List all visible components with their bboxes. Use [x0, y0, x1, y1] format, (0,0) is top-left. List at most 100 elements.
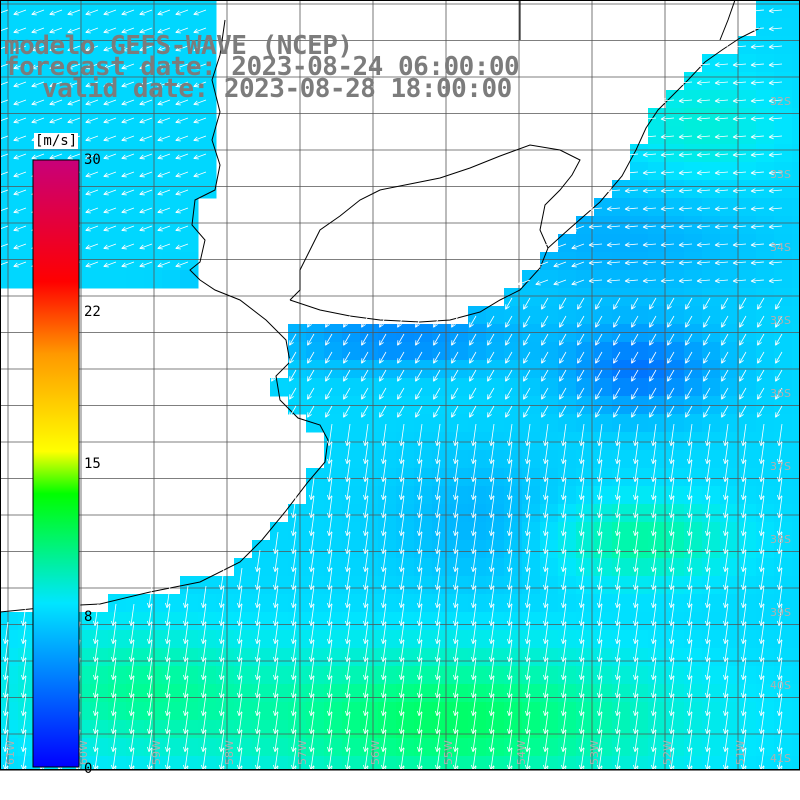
- wind-arrow: [0, 225, 9, 232]
- wind-cell: [162, 756, 181, 770]
- wind-cell: [756, 576, 775, 595]
- wind-arrow: [379, 405, 387, 418]
- wind-cell: [702, 558, 721, 577]
- wind-cell: [612, 342, 631, 361]
- wind-cell: [414, 324, 433, 343]
- wind-arrow: [597, 729, 603, 753]
- wind-cell: [306, 342, 325, 361]
- wind-arrow: [21, 675, 27, 699]
- wind-cell: [18, 108, 37, 127]
- wind-cell: [432, 576, 451, 595]
- wind-cell: [720, 702, 739, 721]
- wind-cell: [216, 666, 235, 685]
- wind-arrow: [201, 657, 207, 681]
- wind-arrow: [561, 513, 567, 537]
- wind-arrow: [705, 711, 711, 735]
- wind-cell: [774, 216, 793, 235]
- wind-cell: [0, 126, 19, 145]
- wind-cell: [540, 738, 559, 757]
- wind-cell: [504, 576, 523, 595]
- wind-cell: [270, 558, 289, 577]
- wind-cell: [666, 612, 685, 631]
- wind-arrow: [525, 513, 531, 537]
- wind-arrow: [703, 315, 711, 328]
- wind-arrow: [433, 369, 441, 382]
- wind-cell: [162, 162, 181, 181]
- wind-arrow: [667, 297, 675, 310]
- wind-cell: [720, 414, 739, 433]
- wind-cell: [792, 414, 800, 433]
- wind-cell: [792, 666, 800, 685]
- wind-cell: [774, 54, 793, 73]
- wind-arrow: [714, 98, 729, 104]
- wind-arrow: [193, 153, 207, 160]
- wind-cell: [738, 180, 757, 199]
- wind-cell: [594, 504, 613, 523]
- wind-arrow: [678, 278, 693, 284]
- wind-cell: [738, 522, 757, 541]
- wind-cell: [108, 144, 127, 163]
- wind-arrow: [768, 26, 783, 32]
- wind-arrow: [775, 315, 783, 328]
- wind-arrow: [606, 260, 621, 266]
- wind-cell: [144, 612, 163, 631]
- wind-arrow: [219, 711, 225, 735]
- wind-cell: [0, 270, 19, 289]
- wind-cell: [342, 684, 361, 703]
- wind-cell: [720, 126, 739, 145]
- wind-cell: [540, 558, 559, 577]
- wind-cell: [522, 288, 541, 307]
- wind-arrow: [561, 549, 567, 573]
- wind-cell: [360, 630, 379, 649]
- wind-arrow: [750, 116, 765, 122]
- wind-arrow: [345, 585, 351, 609]
- wind-arrow: [705, 603, 711, 627]
- wind-cell: [198, 612, 217, 631]
- wind-arrow: [553, 225, 567, 232]
- wind-cell: [792, 270, 800, 289]
- wind-cell: [594, 378, 613, 397]
- wind-arrow: [775, 405, 783, 418]
- wind-cell: [738, 126, 757, 145]
- wind-cell: [198, 756, 217, 770]
- wind-cell: [666, 288, 685, 307]
- wind-arrow: [451, 405, 459, 418]
- wind-cell: [702, 270, 721, 289]
- wind-arrow: [768, 80, 783, 86]
- wind-cell: [774, 756, 793, 770]
- wind-cell: [792, 36, 800, 55]
- wind-arrow: [327, 675, 333, 699]
- wind-cell: [360, 342, 379, 361]
- wind-arrow: [685, 333, 693, 346]
- wind-arrow: [49, 63, 63, 70]
- wind-cell: [738, 576, 757, 595]
- wind-cell: [522, 540, 541, 559]
- wind-cell: [126, 648, 145, 667]
- wind-cell: [558, 504, 577, 523]
- wind-cell: [702, 504, 721, 523]
- wind-arrow: [721, 387, 729, 400]
- wind-arrow: [723, 459, 729, 483]
- wind-arrow: [615, 729, 621, 753]
- wind-arrow: [379, 387, 387, 400]
- wind-arrow: [759, 459, 765, 483]
- wind-arrow: [633, 675, 639, 699]
- wind-arrow: [471, 639, 477, 663]
- wind-arrow: [757, 315, 765, 328]
- wind-arrow: [588, 260, 603, 266]
- wind-cell: [594, 648, 613, 667]
- wind-cell: [108, 162, 127, 181]
- wind-cell: [720, 666, 739, 685]
- wind-cell: [396, 576, 415, 595]
- wind-arrow: [631, 369, 639, 382]
- wind-cell: [558, 756, 577, 770]
- wind-cell: [288, 684, 307, 703]
- wind-arrow: [669, 531, 675, 555]
- wind-arrow: [739, 405, 747, 418]
- wind-arrow: [361, 387, 369, 400]
- wind-cell: [468, 540, 487, 559]
- wind-arrow: [453, 603, 459, 627]
- wind-arrow: [471, 459, 477, 483]
- wind-cell: [450, 486, 469, 505]
